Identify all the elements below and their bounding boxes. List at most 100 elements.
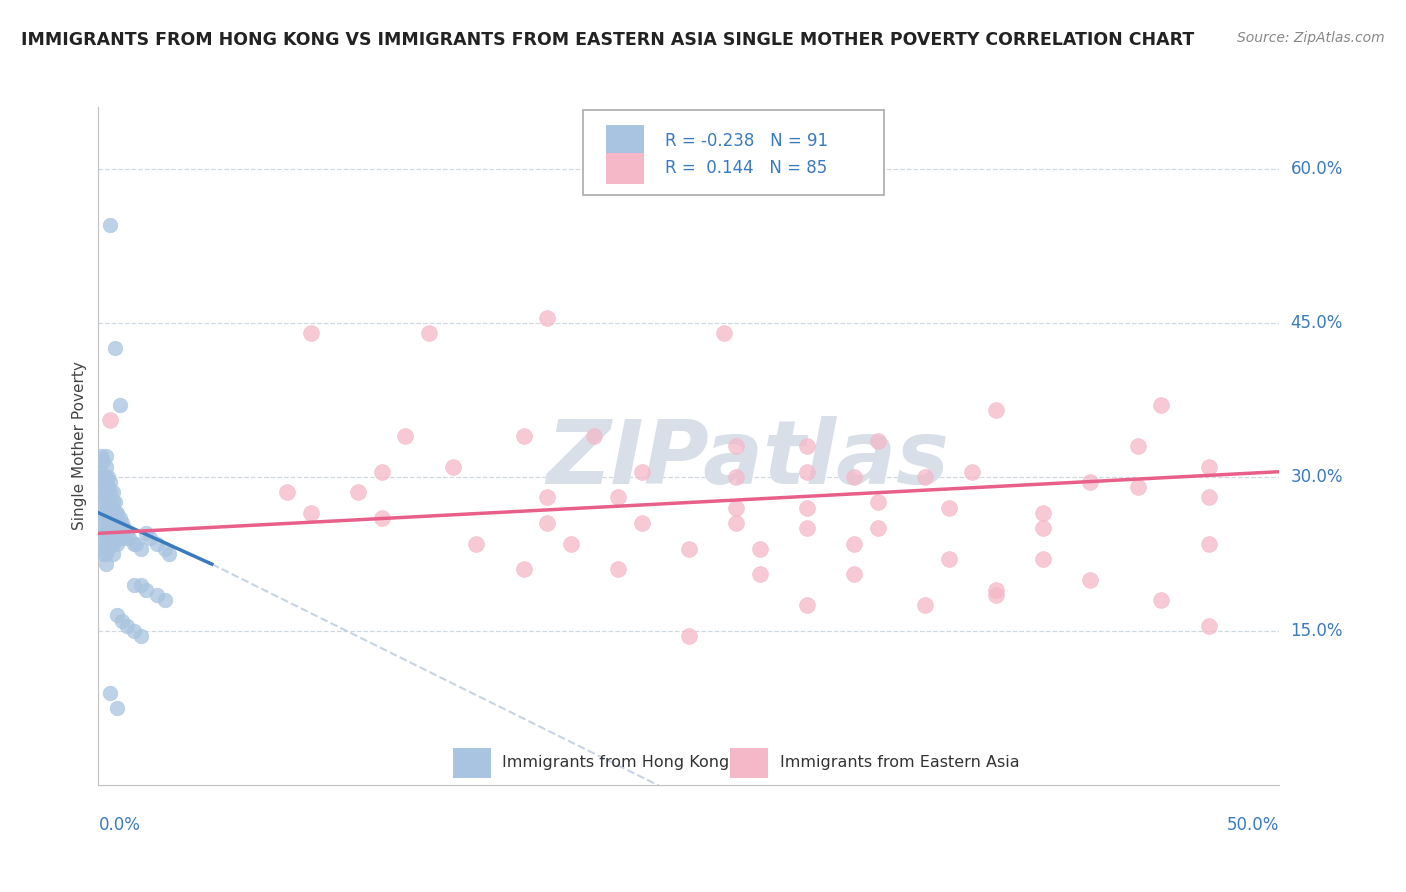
Point bbox=[299, 506, 322, 520]
Point bbox=[299, 326, 322, 340]
Text: 50.0%: 50.0% bbox=[1227, 815, 1279, 833]
Point bbox=[105, 701, 128, 715]
Point bbox=[91, 480, 114, 494]
Point bbox=[1198, 491, 1220, 505]
Point bbox=[1316, 485, 1339, 500]
Point bbox=[844, 470, 866, 484]
Point bbox=[91, 470, 114, 484]
Point bbox=[90, 465, 112, 479]
FancyBboxPatch shape bbox=[582, 111, 884, 195]
Point bbox=[583, 428, 606, 442]
Point bbox=[108, 532, 131, 546]
Point bbox=[761, 156, 783, 170]
FancyBboxPatch shape bbox=[606, 153, 644, 184]
Point bbox=[98, 685, 121, 699]
Point bbox=[796, 465, 818, 479]
Point bbox=[984, 582, 1007, 597]
Point bbox=[98, 475, 121, 489]
Point bbox=[1150, 398, 1173, 412]
Point bbox=[441, 459, 464, 474]
Point bbox=[108, 511, 131, 525]
Point bbox=[1386, 500, 1406, 515]
Text: Immigrants from Eastern Asia: Immigrants from Eastern Asia bbox=[780, 756, 1019, 770]
Point bbox=[97, 521, 120, 535]
Point bbox=[94, 526, 117, 541]
Point bbox=[91, 516, 114, 530]
Point bbox=[91, 495, 114, 509]
Point bbox=[94, 557, 117, 571]
Point bbox=[347, 485, 370, 500]
Point bbox=[112, 532, 135, 546]
Text: IMMIGRANTS FROM HONG KONG VS IMMIGRANTS FROM EASTERN ASIA SINGLE MOTHER POVERTY : IMMIGRANTS FROM HONG KONG VS IMMIGRANTS … bbox=[21, 31, 1194, 49]
Point bbox=[97, 480, 120, 494]
Point bbox=[276, 485, 298, 500]
Point bbox=[146, 536, 169, 550]
FancyBboxPatch shape bbox=[453, 747, 491, 778]
Point bbox=[748, 567, 770, 582]
Point bbox=[91, 454, 114, 468]
Point bbox=[115, 526, 138, 541]
Y-axis label: Single Mother Poverty: Single Mother Poverty bbox=[72, 361, 87, 531]
Point bbox=[418, 326, 440, 340]
Point bbox=[465, 536, 488, 550]
Point bbox=[962, 465, 984, 479]
Point bbox=[1126, 439, 1149, 453]
Point bbox=[104, 342, 127, 356]
Text: 45.0%: 45.0% bbox=[1291, 314, 1343, 332]
Point bbox=[104, 516, 127, 530]
Point bbox=[94, 547, 117, 561]
Point bbox=[984, 588, 1007, 602]
Point bbox=[1032, 506, 1054, 520]
Point bbox=[94, 495, 117, 509]
Point bbox=[101, 547, 124, 561]
Point bbox=[748, 541, 770, 556]
FancyBboxPatch shape bbox=[730, 747, 768, 778]
Point bbox=[129, 541, 152, 556]
Point bbox=[984, 403, 1007, 417]
Point bbox=[105, 608, 128, 623]
Point bbox=[94, 450, 117, 464]
Point bbox=[678, 541, 700, 556]
Point bbox=[607, 491, 630, 505]
Point bbox=[1032, 552, 1054, 566]
Point bbox=[115, 619, 138, 633]
Point bbox=[108, 521, 131, 535]
Point bbox=[153, 541, 176, 556]
Point bbox=[844, 536, 866, 550]
Point bbox=[112, 521, 135, 535]
Point bbox=[139, 532, 162, 546]
Text: 15.0%: 15.0% bbox=[1291, 622, 1343, 640]
Point bbox=[118, 532, 141, 546]
Point bbox=[98, 526, 121, 541]
Point bbox=[122, 577, 145, 591]
Point bbox=[104, 495, 127, 509]
Point bbox=[94, 475, 117, 489]
Point bbox=[111, 614, 134, 628]
Point bbox=[135, 526, 157, 541]
Text: Immigrants from Hong Kong: Immigrants from Hong Kong bbox=[502, 756, 730, 770]
Point bbox=[108, 398, 131, 412]
Point bbox=[607, 562, 630, 576]
Point bbox=[94, 536, 117, 550]
Point bbox=[98, 506, 121, 520]
Point bbox=[122, 624, 145, 638]
Point bbox=[97, 470, 120, 484]
Point bbox=[101, 516, 124, 530]
Point bbox=[98, 516, 121, 530]
Point bbox=[129, 629, 152, 643]
Point bbox=[135, 582, 157, 597]
Point bbox=[796, 439, 818, 453]
Point bbox=[94, 470, 117, 484]
Point bbox=[371, 511, 394, 525]
Point bbox=[104, 506, 127, 520]
Point bbox=[914, 470, 936, 484]
Point bbox=[1150, 593, 1173, 607]
Point bbox=[536, 516, 558, 530]
Point bbox=[560, 536, 582, 550]
Point bbox=[536, 491, 558, 505]
Text: R =  0.144   N = 85: R = 0.144 N = 85 bbox=[665, 160, 828, 178]
Point bbox=[105, 536, 128, 550]
Point bbox=[844, 567, 866, 582]
Point bbox=[98, 495, 121, 509]
Point bbox=[97, 532, 120, 546]
